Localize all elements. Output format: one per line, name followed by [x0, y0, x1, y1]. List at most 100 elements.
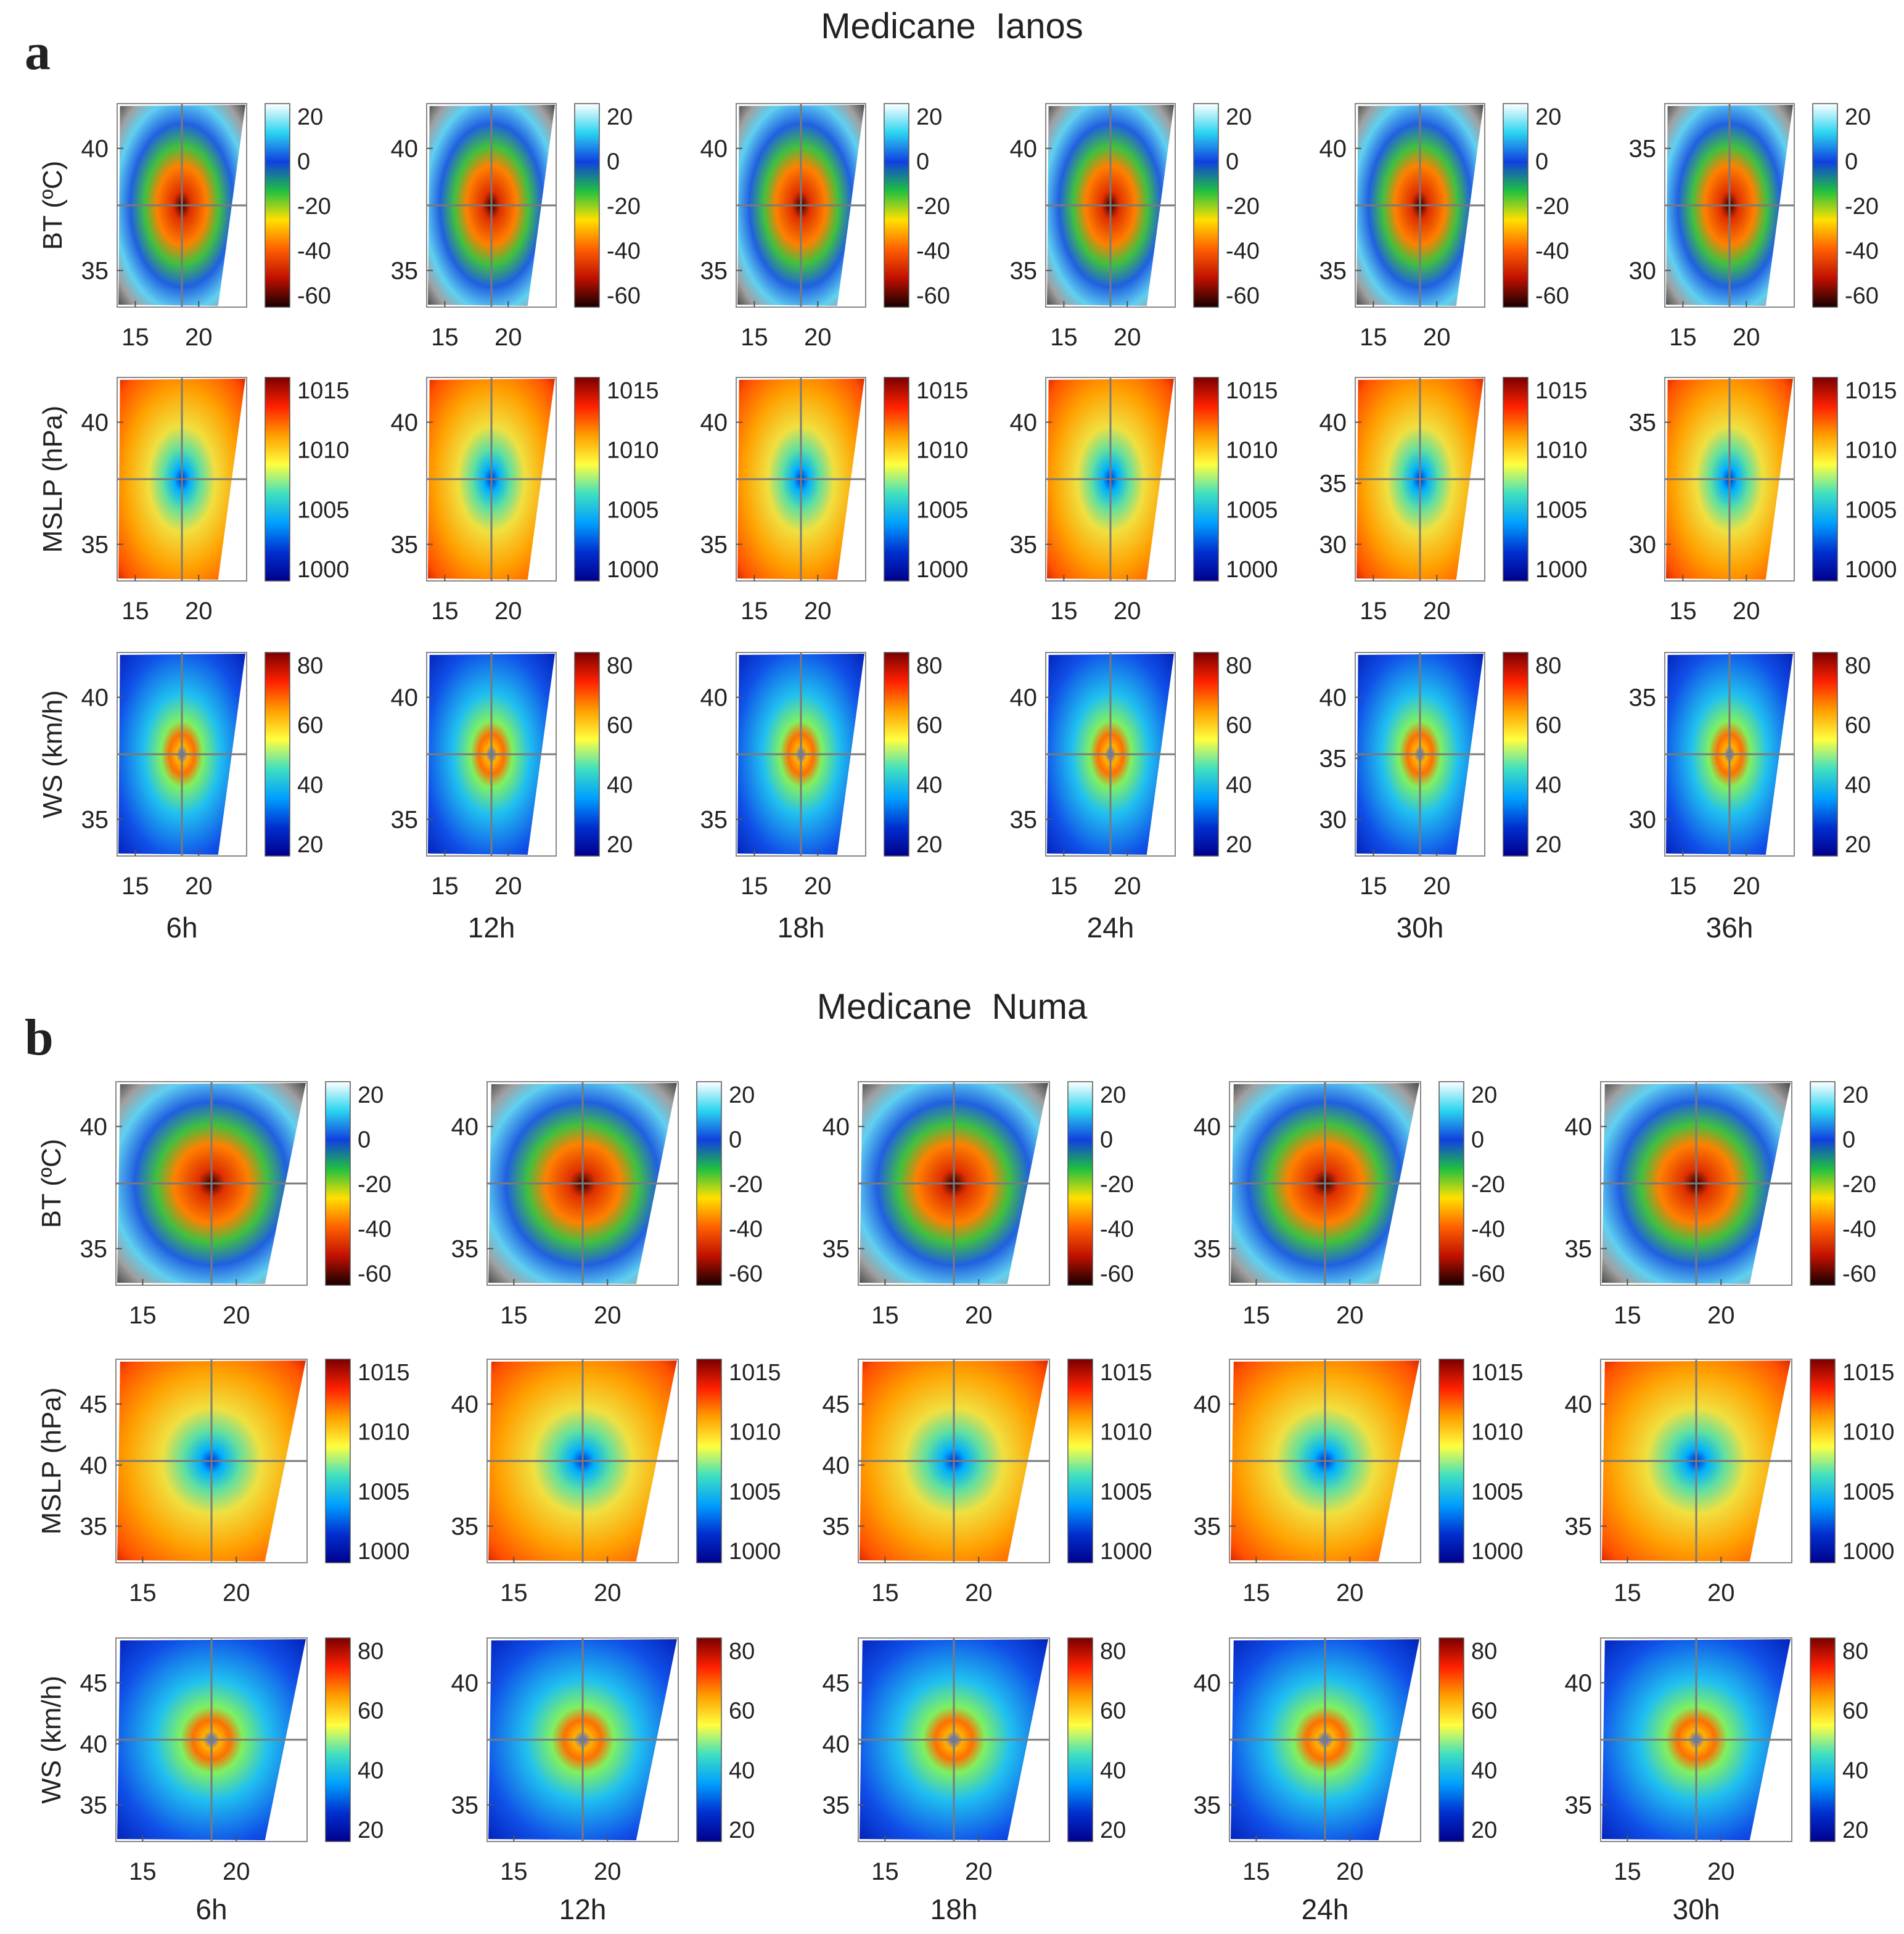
time-label: 12h [468, 911, 515, 944]
colorbar-tick-label: 60 [1845, 713, 1871, 739]
y-tick-label: 35 [1565, 1236, 1593, 1263]
x-tick-label: 20 [1423, 598, 1451, 625]
x-tick-label: 15 [129, 1858, 157, 1885]
colorbar-tick-label: -60 [916, 283, 950, 309]
subplot-numa-30h-BT: 15 20 40 35 20 0 -20 -40 -60 [1565, 1081, 1876, 1329]
x-tick-label: 20 [223, 1858, 250, 1885]
x-tick-label: 20 [185, 598, 213, 625]
subplot-ianos-30h-MSLP: 15 20 40 35 30 1015 1010 1005 1000 [1319, 377, 1588, 625]
x-tick-label: 15 [871, 1579, 899, 1607]
y-tick-label: 35 [451, 1236, 479, 1263]
colorbar-tick-label: 1005 [297, 497, 350, 523]
x-tick-label: 15 [741, 598, 768, 625]
subplot-ianos-24h-WS: 15 20 40 35 80 60 40 20 [1010, 652, 1252, 900]
y-tick-label: 35 [1010, 807, 1038, 834]
colorbar-tick-label: 1005 [916, 497, 969, 523]
y-tick-label: 35 [451, 1513, 479, 1541]
colorbar-tick-label: 0 [729, 1127, 742, 1153]
y-tick-label: 40 [81, 685, 109, 712]
colorbar-tick-label: 20 [1845, 832, 1871, 858]
colorbar-tick-label: 0 [1100, 1127, 1113, 1153]
time-label: 30h [1397, 911, 1444, 944]
colorbar-tick-label: 1005 [358, 1479, 410, 1505]
y-tick-label: 35 [700, 258, 728, 285]
x-tick-label: 15 [500, 1858, 528, 1885]
colorbar-tick-label: 1010 [729, 1420, 781, 1446]
colorbar-tick-label: 60 [1100, 1698, 1126, 1724]
y-axis-label: BT (ºC) [36, 1139, 67, 1228]
colorbar-tick-label: -60 [607, 283, 641, 309]
colorbar-tick-label: 20 [1845, 104, 1871, 130]
y-tick-label: 35 [1194, 1236, 1221, 1263]
panel-b-letter: b [25, 1009, 54, 1066]
colorbar-tick-label: 1015 [916, 378, 969, 404]
colorbar [325, 1637, 351, 1842]
colorbar-tick-label: -40 [358, 1217, 392, 1243]
y-tick-label: 40 [1010, 685, 1038, 712]
time-label: 36h [1706, 911, 1754, 944]
x-tick-label: 15 [500, 1579, 528, 1607]
colorbar-tick-label: -20 [1471, 1172, 1505, 1198]
x-tick-label: 20 [1114, 598, 1141, 625]
colorbar-tick-label: 60 [916, 713, 942, 739]
colorbar [1067, 1637, 1093, 1842]
colorbar-tick-label: -40 [297, 239, 331, 265]
colorbar [1810, 1081, 1836, 1286]
colorbar [1503, 103, 1529, 308]
y-tick-label: 35 [391, 532, 419, 559]
y-tick-label: 35 [80, 1792, 108, 1819]
colorbar [696, 1359, 722, 1563]
subplot-ianos-18h-WS: 15 20 40 35 80 60 40 20 [700, 652, 942, 900]
colorbar-tick-label: 80 [1226, 653, 1252, 679]
x-tick-label: 20 [223, 1579, 250, 1607]
colorbar-tick-label: 60 [1226, 713, 1252, 739]
x-tick-label: 20 [965, 1579, 993, 1607]
colorbar-tick-label: 60 [358, 1698, 384, 1724]
subplot-numa-12h-BT: 15 20 40 35 20 0 -20 -40 -60 [451, 1081, 763, 1329]
y-tick-label: 40 [1010, 409, 1038, 437]
colorbar-tick-label: 1005 [729, 1479, 781, 1505]
colorbar-tick-label: -40 [1100, 1217, 1134, 1243]
subplot-ianos-12h-BT: 15 20 40 35 20 0 -20 -40 -60 [391, 103, 641, 351]
x-tick-label: 20 [1733, 324, 1760, 351]
x-tick-label: 15 [1614, 1858, 1641, 1885]
y-tick-label: 35 [1319, 746, 1347, 773]
colorbar-tick-label: 80 [1535, 653, 1561, 679]
colorbar-tick-label: 40 [1100, 1758, 1126, 1784]
x-tick-label: 15 [431, 873, 459, 900]
colorbar-tick-label: -40 [1535, 239, 1569, 265]
x-tick-label: 15 [1050, 873, 1078, 900]
colorbar-tick-label: 1010 [1842, 1420, 1895, 1446]
colorbar-tick-label: 1010 [607, 438, 659, 464]
colorbar-tick-label: -20 [607, 194, 641, 220]
colorbar-tick-label: 20 [1842, 1817, 1868, 1843]
colorbar-tick-label: 0 [1535, 149, 1548, 175]
colorbar-tick-label: 1000 [1535, 557, 1588, 583]
colorbar [1810, 1637, 1836, 1842]
y-axis-label: MSLP (hPa) [38, 406, 68, 553]
y-tick-label: 40 [823, 1114, 850, 1141]
x-tick-label: 15 [500, 1302, 528, 1329]
colorbar-tick-label: 20 [1100, 1817, 1126, 1843]
y-tick-label: 35 [1629, 136, 1657, 163]
colorbar-tick-label: 1000 [358, 1539, 410, 1565]
y-tick-label: 40 [823, 1452, 850, 1479]
x-tick-label: 20 [1336, 1302, 1364, 1329]
time-label: 24h [1302, 1893, 1349, 1925]
colorbar-tick-label: 20 [1226, 832, 1252, 858]
x-tick-label: 15 [1050, 324, 1078, 351]
x-tick-label: 20 [965, 1302, 993, 1329]
y-tick-label: 40 [700, 409, 728, 437]
x-tick-label: 20 [1423, 324, 1451, 351]
x-tick-label: 20 [1733, 873, 1760, 900]
subplot-ianos-36h-WS: 15 20 35 30 80 60 40 20 [1629, 652, 1871, 900]
colorbar-tick-label: -20 [1100, 1172, 1134, 1198]
y-tick-label: 40 [700, 685, 728, 712]
y-tick-label: 40 [1194, 1391, 1221, 1418]
colorbar-tick-label: 1005 [1845, 497, 1897, 523]
colorbar-tick-label: 40 [1226, 772, 1252, 798]
time-label: 12h [559, 1893, 607, 1925]
x-tick-label: 20 [804, 598, 832, 625]
panel-a-letter: a [25, 23, 51, 81]
